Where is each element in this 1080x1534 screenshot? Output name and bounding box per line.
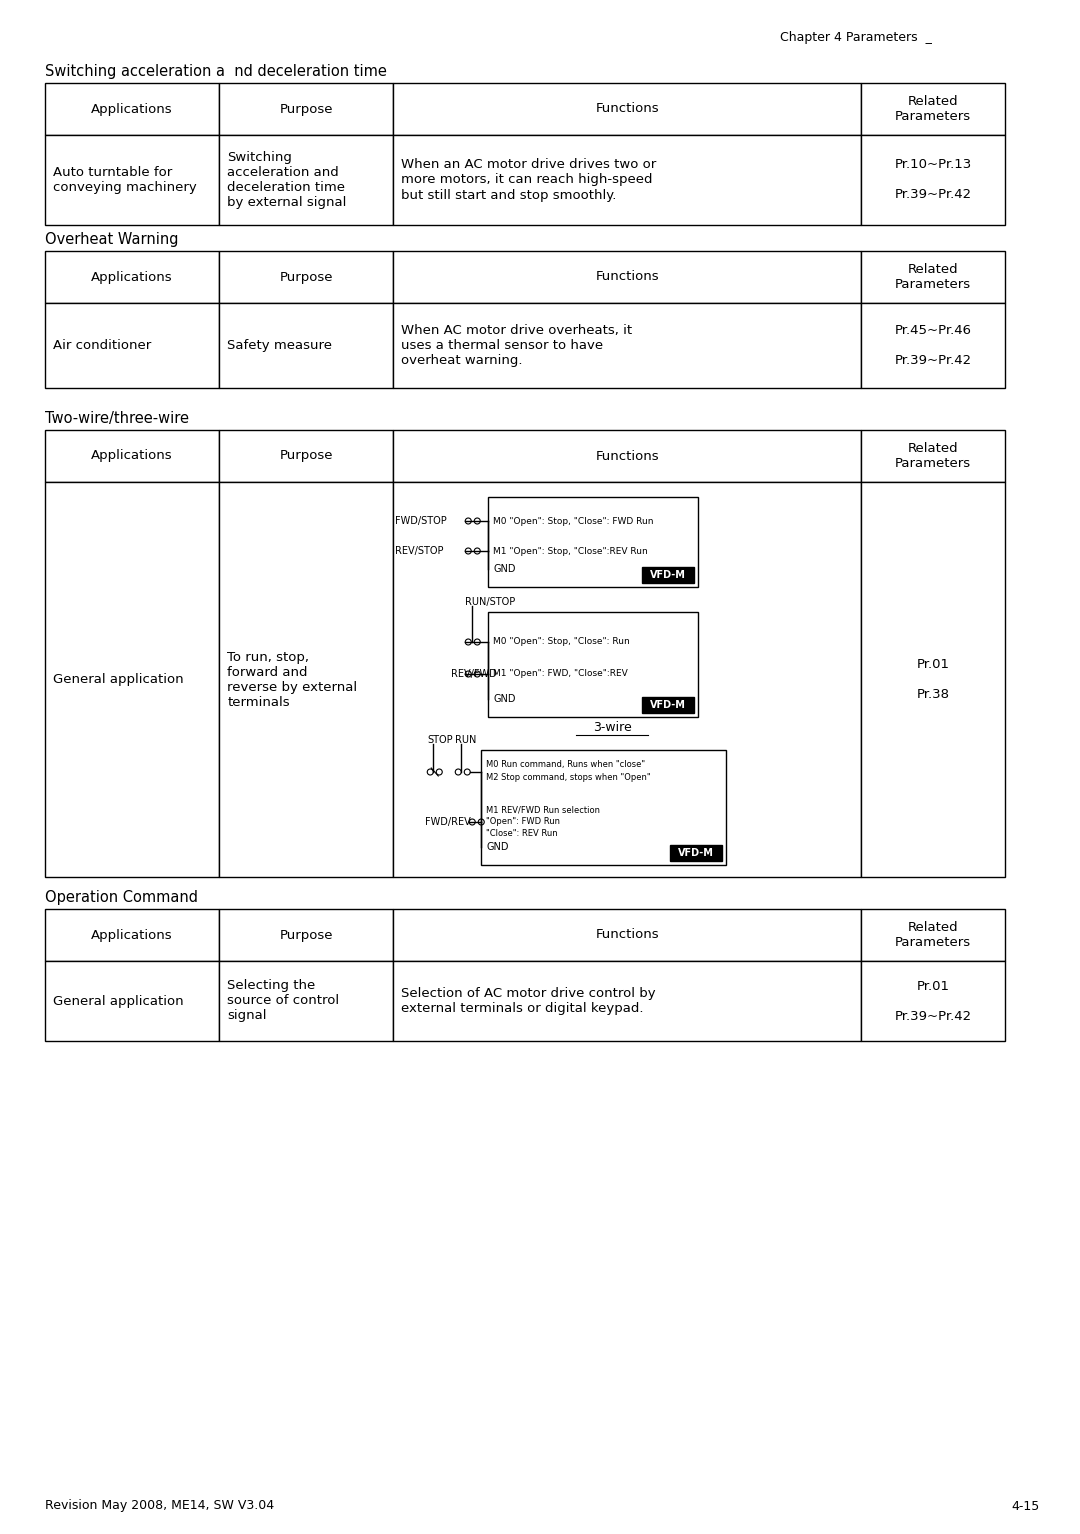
Text: M0 "Open": Stop, "Close": Run: M0 "Open": Stop, "Close": Run <box>494 638 630 646</box>
Bar <box>45 83 219 135</box>
Text: VFD-M: VFD-M <box>650 571 686 580</box>
Text: Related
Parameters: Related Parameters <box>895 262 971 291</box>
Text: When an AC motor drive drives two or
more motors, it can reach high-speed
but st: When an AC motor drive drives two or mor… <box>402 158 657 201</box>
Text: GND: GND <box>494 565 516 574</box>
Text: M0 "Open": Stop, "Close": FWD Run: M0 "Open": Stop, "Close": FWD Run <box>494 517 653 526</box>
Text: Functions: Functions <box>595 928 659 942</box>
Bar <box>219 482 393 877</box>
Text: "Open": FWD Run: "Open": FWD Run <box>486 818 561 827</box>
Text: Purpose: Purpose <box>280 928 333 942</box>
Bar <box>861 83 1005 135</box>
Text: Purpose: Purpose <box>280 103 333 115</box>
Bar <box>488 497 699 588</box>
Text: GND: GND <box>494 693 516 704</box>
Text: Pr.01

Pr.39~Pr.42: Pr.01 Pr.39~Pr.42 <box>894 980 972 1023</box>
Bar <box>219 430 393 482</box>
Text: VFD-M: VFD-M <box>650 700 686 710</box>
Bar <box>393 252 861 304</box>
Text: Related
Parameters: Related Parameters <box>895 95 971 123</box>
Text: M1 "Open": Stop, "Close":REV Run: M1 "Open": Stop, "Close":REV Run <box>494 546 648 555</box>
Text: RUN/STOP: RUN/STOP <box>465 597 515 607</box>
Text: Functions: Functions <box>595 270 659 284</box>
Bar <box>45 252 219 304</box>
Bar <box>861 304 1005 388</box>
Text: Chapter 4 Parameters  _: Chapter 4 Parameters _ <box>780 31 932 43</box>
Text: Switching
acceleration and
deceleration time
by external signal: Switching acceleration and deceleration … <box>227 150 347 209</box>
Bar <box>219 252 393 304</box>
Text: Applications: Applications <box>91 928 173 942</box>
Text: M0 Run command, Runs when "close": M0 Run command, Runs when "close" <box>486 759 646 769</box>
Bar <box>861 252 1005 304</box>
Bar <box>671 845 723 861</box>
Bar <box>45 960 219 1042</box>
Bar <box>219 83 393 135</box>
Text: General application: General application <box>53 994 184 1008</box>
Text: FWD/REV: FWD/REV <box>426 818 471 827</box>
Text: When AC motor drive overheats, it
uses a thermal sensor to have
overheat warning: When AC motor drive overheats, it uses a… <box>402 324 633 367</box>
Bar <box>45 910 219 960</box>
Text: Functions: Functions <box>595 449 659 462</box>
Text: Related
Parameters: Related Parameters <box>895 442 971 469</box>
Bar <box>643 696 694 713</box>
Bar <box>861 430 1005 482</box>
Text: Pr.10~Pr.13

Pr.39~Pr.42: Pr.10~Pr.13 Pr.39~Pr.42 <box>894 158 972 201</box>
Text: GND: GND <box>486 842 509 851</box>
Text: REV/STOP: REV/STOP <box>395 546 444 555</box>
Text: Revision May 2008, ME14, SW V3.04: Revision May 2008, ME14, SW V3.04 <box>45 1500 274 1513</box>
Text: STOP: STOP <box>428 735 453 746</box>
Bar <box>219 304 393 388</box>
Text: Pr.01

Pr.38: Pr.01 Pr.38 <box>917 658 949 701</box>
Bar <box>861 482 1005 877</box>
Bar <box>861 960 1005 1042</box>
Text: Safety measure: Safety measure <box>227 339 333 351</box>
Text: 3-wire: 3-wire <box>593 721 632 733</box>
Text: Selection of AC motor drive control by
external terminals or digital keypad.: Selection of AC motor drive control by e… <box>402 986 656 1016</box>
Text: FWD/STOP: FWD/STOP <box>395 515 447 526</box>
Bar <box>45 135 219 225</box>
Text: M2 Stop command, stops when "Open": M2 Stop command, stops when "Open" <box>486 773 651 782</box>
Bar <box>488 612 699 716</box>
Bar <box>393 910 861 960</box>
Text: 4-15: 4-15 <box>1012 1500 1040 1513</box>
Bar <box>861 910 1005 960</box>
Bar <box>45 482 219 877</box>
Text: Auto turntable for
conveying machinery: Auto turntable for conveying machinery <box>53 166 197 193</box>
Text: Purpose: Purpose <box>280 270 333 284</box>
Bar <box>219 910 393 960</box>
Bar <box>45 430 219 482</box>
Bar <box>219 135 393 225</box>
Text: M1 "Open": FWD, "Close":REV: M1 "Open": FWD, "Close":REV <box>494 669 627 678</box>
Text: RUN: RUN <box>456 735 476 746</box>
Bar <box>45 304 219 388</box>
Text: VFD-M: VFD-M <box>678 848 714 858</box>
Bar <box>393 482 861 877</box>
Text: To run, stop,
forward and
reverse by external
terminals: To run, stop, forward and reverse by ext… <box>227 650 357 709</box>
Text: Overheat Warning: Overheat Warning <box>45 232 178 247</box>
Text: REV/FWD: REV/FWD <box>451 669 497 680</box>
Text: Applications: Applications <box>91 449 173 462</box>
Bar <box>393 960 861 1042</box>
Text: Related
Parameters: Related Parameters <box>895 920 971 950</box>
Text: Pr.45~Pr.46

Pr.39~Pr.42: Pr.45~Pr.46 Pr.39~Pr.42 <box>894 324 972 367</box>
Bar <box>643 568 694 583</box>
Bar <box>861 135 1005 225</box>
Text: General application: General application <box>53 673 184 686</box>
Text: Applications: Applications <box>91 103 173 115</box>
Bar <box>219 960 393 1042</box>
Text: Applications: Applications <box>91 270 173 284</box>
Text: Switching acceleration a  nd deceleration time: Switching acceleration a nd deceleration… <box>45 64 387 78</box>
Bar <box>393 304 861 388</box>
Text: Selecting the
source of control
signal: Selecting the source of control signal <box>227 980 339 1023</box>
Text: Air conditioner: Air conditioner <box>53 339 151 351</box>
Bar <box>393 430 861 482</box>
Bar <box>482 750 726 865</box>
Text: Functions: Functions <box>595 103 659 115</box>
Text: Two-wire/three-wire: Two-wire/three-wire <box>45 411 189 426</box>
Text: "Close": REV Run: "Close": REV Run <box>486 830 558 839</box>
Bar <box>393 135 861 225</box>
Text: Operation Command: Operation Command <box>45 890 198 905</box>
Bar <box>393 83 861 135</box>
Text: M1 REV/FWD Run selection: M1 REV/FWD Run selection <box>486 805 600 815</box>
Text: Purpose: Purpose <box>280 449 333 462</box>
